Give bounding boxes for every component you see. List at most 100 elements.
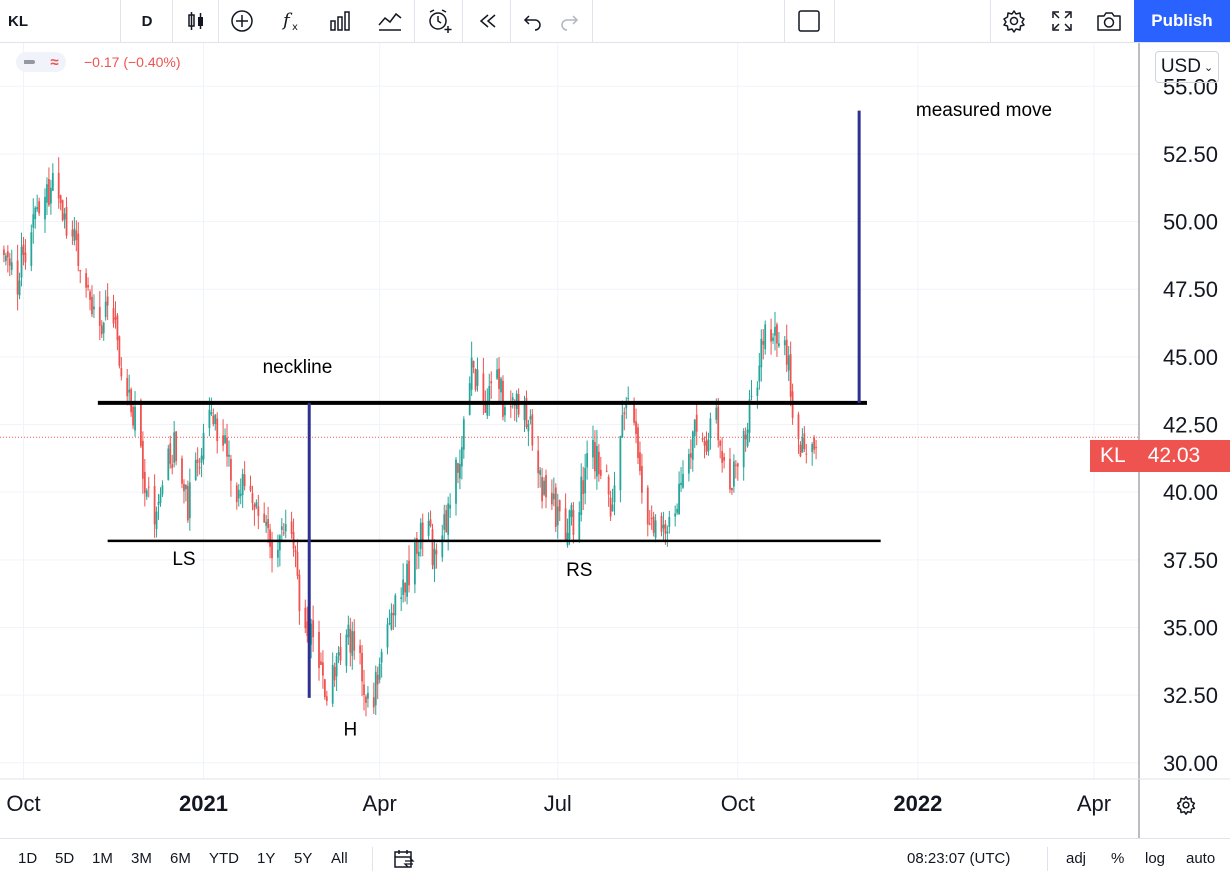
candle-body: [625, 403, 628, 409]
collapse-icon: [23, 60, 36, 64]
candle-body: [267, 519, 270, 529]
fullscreen-icon[interactable]: [1048, 0, 1076, 42]
camera-icon[interactable]: [1094, 0, 1124, 42]
candle-body: [605, 470, 608, 472]
candle-body: [339, 647, 342, 661]
series-legend: ≈ −0.17 (−0.40%): [16, 52, 181, 72]
undo-icon[interactable]: [520, 0, 546, 42]
range-1d[interactable]: 1D: [18, 850, 38, 867]
candle-body: [421, 522, 424, 542]
range-6m[interactable]: 6M: [170, 850, 191, 867]
candle-body: [331, 664, 334, 704]
axis-settings-icon[interactable]: [1176, 795, 1196, 821]
candle-body: [130, 389, 133, 413]
replay-icon[interactable]: [474, 0, 502, 42]
range-5d[interactable]: 5D: [55, 850, 75, 867]
candle-body: [650, 517, 653, 519]
candle-body: [486, 402, 489, 416]
log-toggle[interactable]: log: [1145, 850, 1166, 867]
candle-body: [419, 522, 422, 549]
redo-icon[interactable]: [556, 0, 582, 42]
candle-body: [323, 679, 326, 698]
candle-body: [721, 450, 724, 463]
range-all[interactable]: All: [331, 850, 348, 867]
candle-body: [815, 447, 817, 449]
candle-body: [63, 213, 66, 220]
candle-body: [367, 692, 369, 699]
candle-body: [668, 517, 671, 527]
layout-icon[interactable]: [796, 0, 822, 42]
candle-body: [161, 485, 164, 495]
candle-body: [132, 406, 134, 426]
symbol-search[interactable]: KL: [8, 12, 28, 30]
candle-body: [265, 521, 268, 526]
date-range-icon[interactable]: [393, 848, 415, 875]
candle-body: [212, 415, 215, 425]
candle-body: [239, 493, 242, 497]
candles-icon[interactable]: [182, 0, 210, 42]
legend-toggle[interactable]: ≈: [16, 52, 66, 72]
candle-body: [155, 511, 158, 530]
candle-body: [736, 463, 739, 467]
candle-body: [114, 317, 117, 320]
candle-body: [376, 674, 379, 685]
candle-body: [527, 424, 530, 432]
range-1m[interactable]: 1M: [92, 850, 113, 867]
candle-body: [145, 490, 148, 497]
candle-body: [318, 631, 320, 668]
candle-body: [298, 574, 301, 612]
candle-body: [202, 432, 205, 460]
candle-body: [742, 430, 745, 468]
toolbar-divider: [120, 0, 121, 42]
candle-body: [558, 500, 561, 512]
range-1y[interactable]: 1Y: [257, 850, 276, 867]
add-indicator-icon[interactable]: [228, 0, 256, 42]
compare-icon[interactable]: [376, 0, 404, 42]
candle-body: [91, 296, 93, 315]
candle-body: [484, 401, 487, 413]
y-tick-label: 30.00: [1163, 751, 1218, 776]
price-chart[interactable]: neckline LS H RS measured move 55.00 52.50 50.…: [0, 43, 1230, 838]
candle-body: [723, 457, 726, 461]
price-change: −0.17 (−0.40%): [84, 54, 181, 70]
candle-body: [639, 452, 641, 471]
candle-body: [237, 489, 240, 499]
toolbar-divider: [218, 0, 219, 42]
candle-body: [408, 560, 410, 586]
publish-button[interactable]: Publish: [1134, 0, 1230, 42]
range-5y[interactable]: 5Y: [294, 850, 313, 867]
y-tick-label: 42.50: [1163, 413, 1218, 438]
adj-toggle[interactable]: adj: [1066, 850, 1087, 867]
currency-select[interactable]: USD ⌄: [1155, 51, 1219, 83]
candle-body: [194, 459, 197, 481]
alert-icon[interactable]: [424, 0, 454, 42]
candle-body: [157, 501, 160, 505]
candle-body: [46, 184, 48, 203]
percent-toggle[interactable]: %: [1111, 850, 1125, 867]
interval-button[interactable]: D: [141, 12, 153, 30]
candle-body: [93, 306, 95, 310]
candle-body: [664, 523, 667, 534]
candle-body: [488, 386, 491, 405]
clock-time[interactable]: 08:23:07 (UTC): [907, 850, 1011, 867]
candle-body: [404, 583, 407, 593]
range-ytd[interactable]: YTD: [209, 850, 239, 867]
candle-body: [678, 483, 680, 515]
candle-body: [689, 453, 692, 458]
candle-body: [159, 494, 162, 504]
candle-body: [71, 229, 74, 237]
candle-body: [335, 656, 338, 677]
candle-body: [731, 487, 733, 491]
candle-body: [539, 470, 542, 475]
candle-body: [445, 510, 448, 532]
candle-body: [102, 322, 105, 334]
candle-body: [750, 395, 753, 397]
bar-chart-icon[interactable]: [326, 0, 354, 42]
candle-body: [529, 416, 532, 420]
settings-icon[interactable]: [1000, 0, 1028, 42]
auto-toggle[interactable]: auto: [1186, 850, 1216, 867]
candle-body: [431, 529, 434, 566]
range-3m[interactable]: 3M: [131, 850, 152, 867]
candle-body: [402, 579, 405, 595]
